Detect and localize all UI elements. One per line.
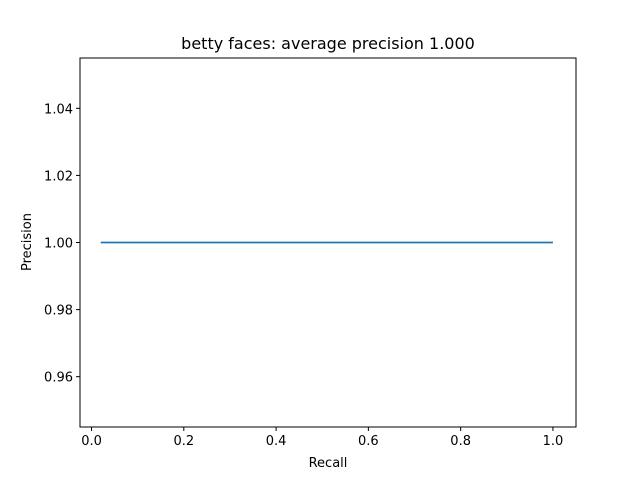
- y-tick-label: 1.00: [44, 237, 73, 252]
- x-tick-label: 0.4: [266, 434, 287, 449]
- y-tick-label: 0.96: [44, 371, 73, 386]
- y-tick-label: 0.98: [44, 304, 73, 319]
- y-axis-ticks: 0.96 0.98 1.00 1.02 1.04: [44, 102, 80, 386]
- x-tick-label: 0.2: [173, 434, 194, 449]
- y-tick-label: 1.02: [44, 169, 73, 184]
- chart-title: betty faces: average precision 1.000: [181, 34, 475, 53]
- x-tick-label: 0.8: [450, 434, 471, 449]
- y-axis-label: Precision: [20, 213, 35, 271]
- x-axis-ticks: 0.0 0.2 0.4 0.6 0.8 1.0: [81, 427, 563, 449]
- y-tick-label: 1.04: [44, 102, 73, 117]
- x-tick-label: 1.0: [543, 434, 564, 449]
- x-tick-label: 0.6: [358, 434, 379, 449]
- x-axis-label: Recall: [309, 456, 348, 471]
- x-tick-label: 0.0: [81, 434, 102, 449]
